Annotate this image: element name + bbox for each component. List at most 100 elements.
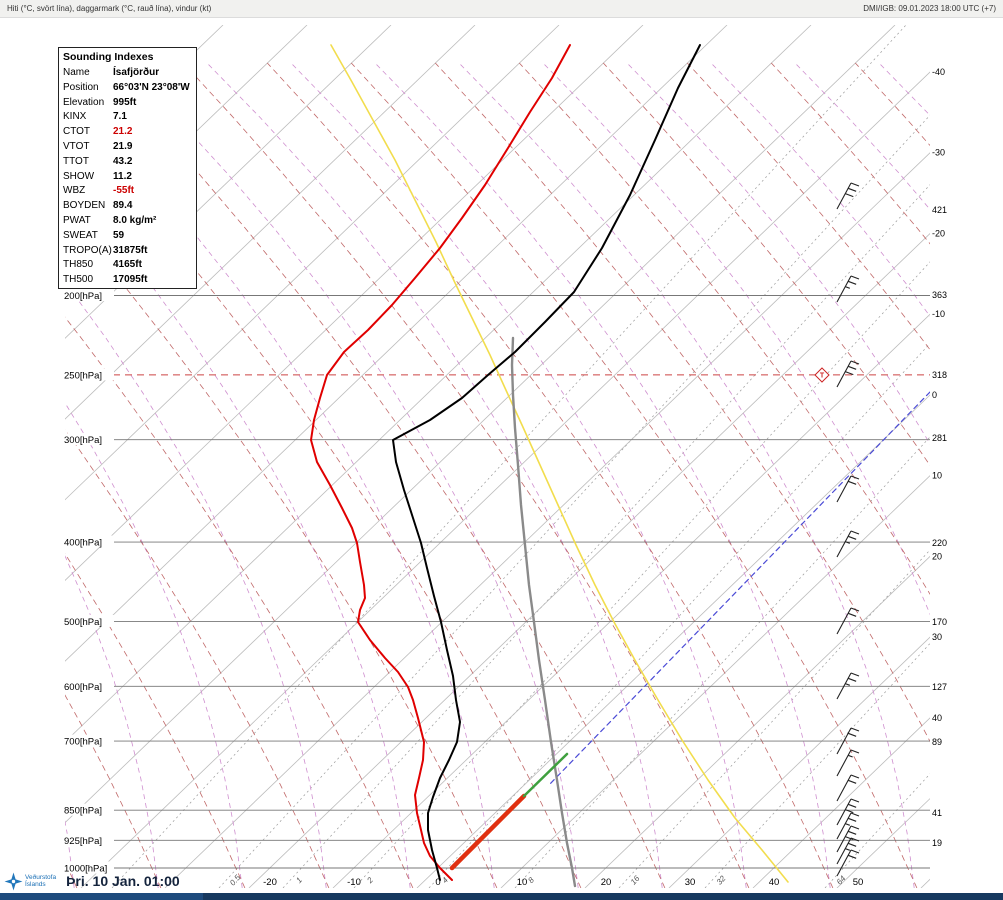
svg-text:8: 8 — [526, 875, 536, 885]
index-row: SHOW 11.2 — [63, 170, 132, 182]
svg-text:2: 2 — [365, 875, 376, 885]
footer-datetime: Þri. 10 Jan. 01:00 — [66, 873, 180, 889]
sounding-indexes-rows: Name Ísafjörður Position 66°03'N 23°08'W Ele… — [59, 66, 196, 288]
index-row: CTOT 21.2 — [63, 126, 133, 138]
svg-text:1: 1 — [294, 876, 304, 885]
wind-barb — [836, 607, 860, 635]
timeline-bar — [0, 893, 1003, 900]
svg-text:318: 318 — [932, 370, 947, 380]
grid-moist-adiabats — [65, 62, 930, 888]
index-row: Name Ísafjörður — [63, 67, 160, 78]
svg-text:-20: -20 — [263, 877, 277, 888]
svg-text:-10: -10 — [932, 309, 945, 319]
index-row: PWAT 8.0 kg/m² — [63, 214, 157, 226]
svg-text:T: T — [820, 373, 825, 380]
index-row: Position 66°03'N 23°08'W — [63, 81, 190, 93]
svg-text:700[hPa]: 700[hPa] — [64, 737, 102, 748]
svg-text:127: 127 — [932, 682, 947, 692]
parcel-path-red-segment — [449, 793, 527, 871]
sounding-indexes-title: Sounding Indexes — [63, 51, 154, 63]
wind-barb — [836, 825, 860, 853]
grid-dry-adiabats — [65, 62, 930, 888]
reference-gray-line — [510, 336, 577, 888]
wind-barb — [836, 530, 860, 558]
logo-line1: Veðurstofa — [25, 874, 57, 881]
parcel-path-green-segment — [522, 752, 569, 798]
svg-text:850[hPa]: 850[hPa] — [64, 806, 102, 817]
temp-axis-labels: -20 -10 0 10 20 30 40 50 — [263, 877, 863, 888]
vedurstofa-logo — [4, 872, 23, 890]
svg-text:400[hPa]: 400[hPa] — [64, 538, 102, 549]
wind-barb — [836, 837, 860, 865]
wind-barb — [836, 275, 860, 303]
wind-barb — [836, 749, 860, 777]
tropopause-marker: T — [814, 367, 830, 383]
wind-barb — [836, 812, 860, 840]
logo-line2: Íslands — [25, 881, 46, 888]
index-row: BOYDEN 89.4 — [63, 200, 133, 212]
index-row: VTOT 21.9 — [63, 140, 133, 152]
legend-text: Hiti (°C, svört lína), daggarmark (°C, r… — [7, 4, 212, 13]
wind-barb — [836, 849, 860, 877]
svg-text:-30: -30 — [932, 148, 945, 158]
svg-text:925[hPa]: 925[hPa] — [64, 836, 102, 847]
mixing-ratio-labels: 0.5 1 2 4 8 16 32 64 — [228, 873, 848, 888]
index-row: Elevation 995ft — [63, 96, 137, 108]
dewpoint-curve — [310, 44, 571, 881]
svg-text:500[hPa]: 500[hPa] — [64, 617, 102, 628]
svg-text:600[hPa]: 600[hPa] — [64, 682, 102, 693]
index-row: TH850 4165ft — [63, 259, 142, 271]
top-bar: Hiti (°C, svört lína), daggarmark (°C, r… — [0, 0, 1003, 18]
timeline-active-segment — [0, 893, 203, 900]
wind-barb — [836, 727, 860, 755]
zero-isotherm-blue-line — [547, 391, 930, 787]
index-row: WBZ -55ft — [63, 185, 135, 197]
svg-text:30: 30 — [932, 632, 942, 642]
right-temp-labels: -40 -30 -20 -10 0 10 20 30 40 — [932, 67, 945, 723]
svg-text:-20: -20 — [932, 228, 945, 238]
index-row: TROPO(A) 31875ft — [63, 244, 148, 256]
sounding-indexes-box: Sounding Indexes Name Ísafjörður Position 6… — [58, 47, 197, 289]
grid-mixing-ratio-lines — [111, 25, 930, 888]
svg-text:363: 363 — [932, 290, 947, 300]
svg-text:10: 10 — [517, 877, 528, 888]
pressure-grid-lines — [65, 295, 930, 869]
svg-text:0: 0 — [435, 877, 440, 888]
svg-text:170: 170 — [932, 617, 947, 627]
svg-text:16: 16 — [629, 874, 642, 887]
svg-text:19: 19 — [932, 838, 942, 848]
height-labels: 421 363 318 281 220 170 127 89 41 19 — [932, 205, 947, 848]
wind-barb — [836, 360, 860, 388]
wind-barb — [836, 182, 860, 210]
index-row: KINX 7.1 — [63, 111, 127, 123]
svg-text:32: 32 — [715, 874, 728, 887]
svg-text:20: 20 — [932, 551, 942, 561]
svg-text:200[hPa]: 200[hPa] — [64, 291, 102, 302]
svg-text:220: 220 — [932, 538, 947, 548]
pressure-axis-labels: 200[hPa] 250[hPa] 300[hPa] 400[hPa] 500[hPa]… — [62, 289, 114, 875]
wind-barb — [836, 475, 860, 503]
temperature-curve — [392, 44, 701, 881]
svg-text:421: 421 — [932, 205, 947, 215]
wind-barbs — [836, 182, 860, 877]
svg-text:41: 41 — [932, 808, 942, 818]
svg-text:1000[hPa]: 1000[hPa] — [64, 864, 107, 875]
svg-text:40: 40 — [932, 713, 942, 723]
wind-barb — [836, 672, 860, 700]
logo-text: Veðurstofa Íslands — [25, 874, 56, 888]
svg-text:0: 0 — [932, 390, 937, 400]
wind-barb — [836, 798, 860, 826]
index-row: SWEAT 59 — [63, 229, 125, 241]
reference-yellow-line — [330, 44, 789, 883]
wind-barb — [836, 774, 860, 802]
svg-text:300[hPa]: 300[hPa] — [64, 435, 102, 446]
index-row: TTOT 43.2 — [63, 155, 133, 167]
index-row: TH500 17095ft — [63, 274, 148, 286]
svg-text:10: 10 — [932, 471, 942, 481]
svg-text:40: 40 — [769, 877, 780, 888]
footer: Veðurstofa Íslands Þri. 10 Jan. 01:00 — [0, 869, 180, 893]
model-run-text: DMI/IGB: 09.01.2023 18:00 UTC (+7) — [863, 4, 996, 13]
svg-text:-10: -10 — [347, 877, 361, 888]
svg-text:89: 89 — [932, 737, 942, 747]
svg-text:20: 20 — [601, 877, 612, 888]
